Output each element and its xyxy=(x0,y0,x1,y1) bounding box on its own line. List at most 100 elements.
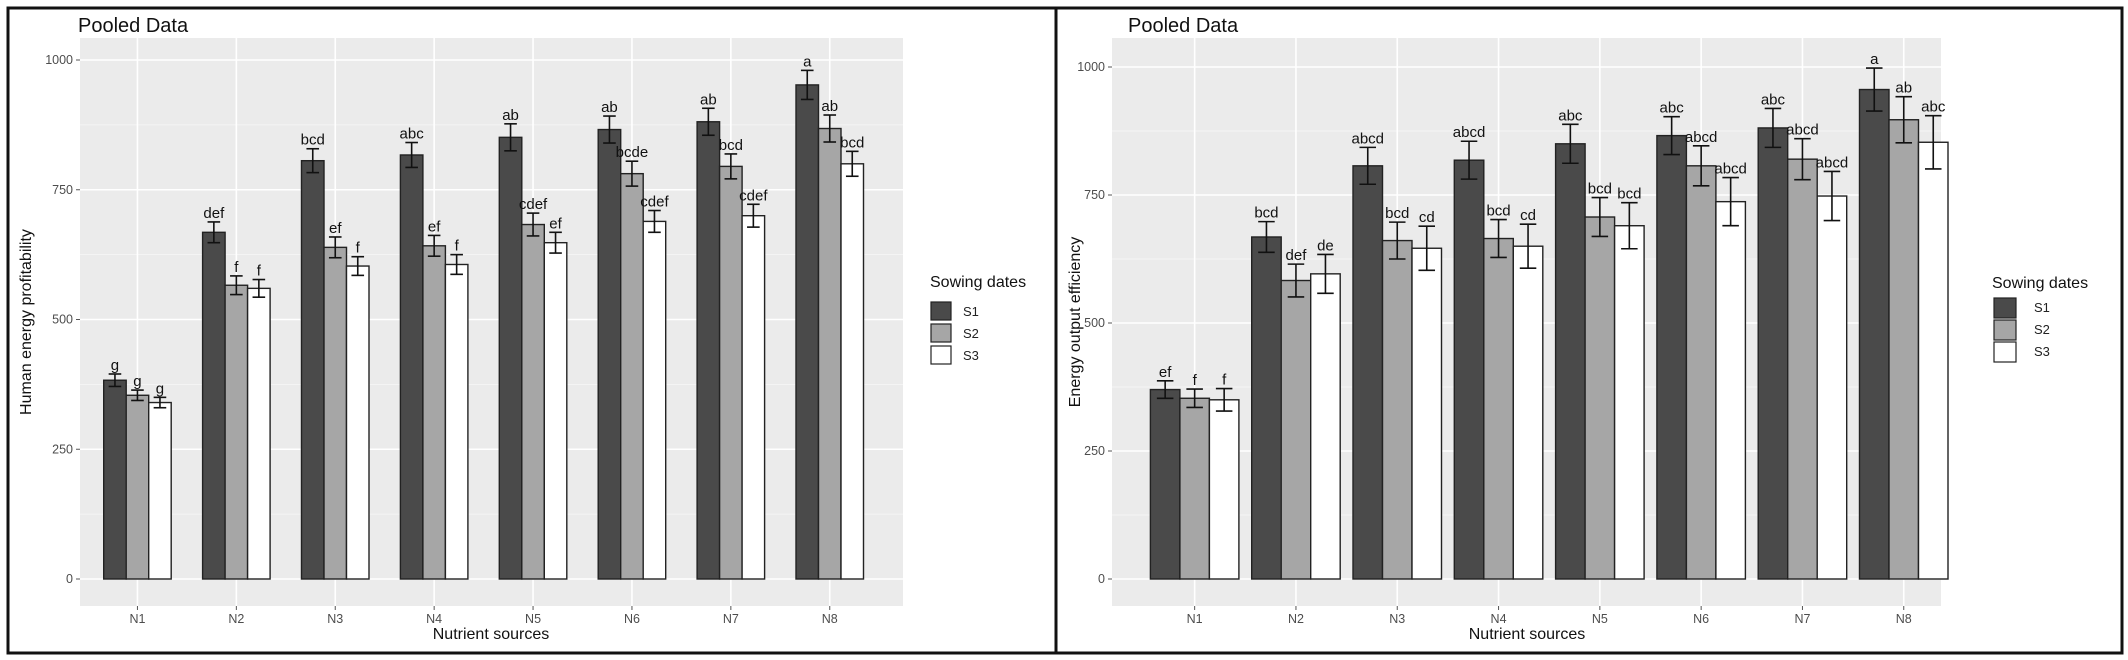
significance-letter: ab xyxy=(502,107,519,124)
significance-letter: g xyxy=(133,373,141,390)
x-tick-label: N6 xyxy=(1693,612,1709,626)
significance-letter: bcd xyxy=(1385,205,1409,222)
legend-key-S3 xyxy=(930,345,952,365)
bar-N1-S3 xyxy=(147,401,172,580)
legend-key-S1 xyxy=(930,301,952,321)
significance-letter: def xyxy=(1286,247,1308,264)
bar-N2-S2 xyxy=(224,284,249,580)
significance-letter: abcd xyxy=(1685,129,1718,146)
significance-letter: f xyxy=(1222,372,1227,389)
bar-N5-S3 xyxy=(543,241,568,580)
legend-label-S1: S1 xyxy=(2034,300,2050,315)
chart-title-left: Pooled Data xyxy=(78,15,189,37)
legend-right: Sowing dates S1 S2 S3 xyxy=(1992,275,2088,363)
significance-letter: abcd xyxy=(1351,130,1384,147)
significance-letter: ab xyxy=(1895,80,1912,97)
bar-N3-S3 xyxy=(345,265,370,580)
significance-letter: abc xyxy=(1921,99,1946,116)
significance-letter: f xyxy=(234,259,239,276)
bar-N6-S3 xyxy=(1715,200,1747,580)
bar-N8-S2 xyxy=(1888,119,1920,580)
x-tick-label: N3 xyxy=(1389,612,1405,626)
bar-N4-S2 xyxy=(422,245,447,580)
bar-N4-S1 xyxy=(399,154,424,580)
bar-N2-S3 xyxy=(246,287,271,580)
bar-N7-S3 xyxy=(741,214,766,580)
significance-letter: abcd xyxy=(1816,154,1849,171)
significance-letter: ef xyxy=(329,220,342,237)
legend-key-S3 xyxy=(1993,341,2017,363)
bar-N1-S2 xyxy=(125,394,150,580)
legend-label-S1: S1 xyxy=(963,304,979,319)
x-axis-right: N1 N2 N3 N4 N5 N6 N7 N8 xyxy=(1187,606,1912,626)
x-tick-label: N7 xyxy=(723,612,739,626)
significance-letter: abcd xyxy=(1714,161,1747,178)
significance-letter: cdef xyxy=(640,194,669,211)
y-tick-label: 250 xyxy=(1084,444,1105,458)
y-tick-label: 500 xyxy=(52,313,73,327)
bar-N8-S3 xyxy=(1917,141,1949,580)
significance-letter: ab xyxy=(821,98,838,115)
x-tick-label: N1 xyxy=(129,612,145,626)
bar-N2-S1 xyxy=(1250,236,1282,580)
significance-letter: f xyxy=(1193,372,1198,389)
x-tick-label: N5 xyxy=(525,612,541,626)
x-tick-label: N1 xyxy=(1187,612,1203,626)
legend-label-S3: S3 xyxy=(2034,344,2050,359)
y-tick-label: 750 xyxy=(52,183,73,197)
bar-N6-S2 xyxy=(620,172,644,580)
legend-left: Sowing dates S1 S2 S3 xyxy=(930,274,1026,365)
significance-letter: de xyxy=(1317,237,1334,254)
bar-N7-S1 xyxy=(1757,127,1789,580)
significance-letter: abc xyxy=(400,126,425,143)
legend-label-S2: S2 xyxy=(963,326,979,341)
significance-letter: bcd xyxy=(1588,181,1612,198)
panel-border-right xyxy=(1054,6,2124,655)
bar-N6-S1 xyxy=(1656,134,1688,580)
x-tick-label: N8 xyxy=(822,612,838,626)
significance-letter: f xyxy=(356,240,361,257)
significance-letter: ef xyxy=(1159,364,1172,381)
bar-N3-S2 xyxy=(323,246,348,580)
significance-letter: cd xyxy=(1520,207,1536,224)
bar-N6-S3 xyxy=(642,220,667,580)
bar-N3-S3 xyxy=(1411,247,1443,580)
significance-letter: abcd xyxy=(1786,122,1819,139)
significance-letter: ab xyxy=(700,91,717,108)
x-tick-label: N3 xyxy=(327,612,343,626)
x-tick-label: N7 xyxy=(1794,612,1810,626)
gridlines-left xyxy=(80,38,903,606)
bar-N2-S1 xyxy=(201,231,226,580)
y-tick-label: 0 xyxy=(1098,572,1105,586)
x-tick-label: N6 xyxy=(624,612,640,626)
bar-N4-S1 xyxy=(1453,159,1485,580)
significance-letter: ab xyxy=(601,99,618,116)
significance-letter: abc xyxy=(1761,91,1786,108)
significance-letter: ef xyxy=(428,218,441,235)
bar-N2-S2 xyxy=(1280,279,1312,580)
legend-title-left: Sowing dates xyxy=(930,274,1026,291)
bar-N6-S2 xyxy=(1685,165,1717,580)
x-axis-title-left: Nutrient sources xyxy=(433,626,550,643)
x-tick-label: N5 xyxy=(1592,612,1608,626)
significance-letter: cdef xyxy=(519,196,548,213)
legend-title-right: Sowing dates xyxy=(1992,275,2088,292)
significance-letter: f xyxy=(257,263,262,280)
x-tick-label: N2 xyxy=(1288,612,1304,626)
x-tick-label: N8 xyxy=(1896,612,1912,626)
significance-letter: g xyxy=(156,380,164,397)
x-tick-label: N2 xyxy=(228,612,244,626)
significance-letter: ef xyxy=(549,215,562,232)
y-tick-label: 0 xyxy=(66,572,73,586)
bar-N5-S3 xyxy=(1613,225,1645,580)
bar-N6-S1 xyxy=(597,128,622,580)
x-tick-label: N4 xyxy=(1491,612,1507,626)
significance-letter: bcd xyxy=(301,132,325,149)
significance-letter: bcd xyxy=(1617,186,1641,203)
significance-letter: def xyxy=(203,205,225,222)
legend-key-S2 xyxy=(930,323,952,343)
